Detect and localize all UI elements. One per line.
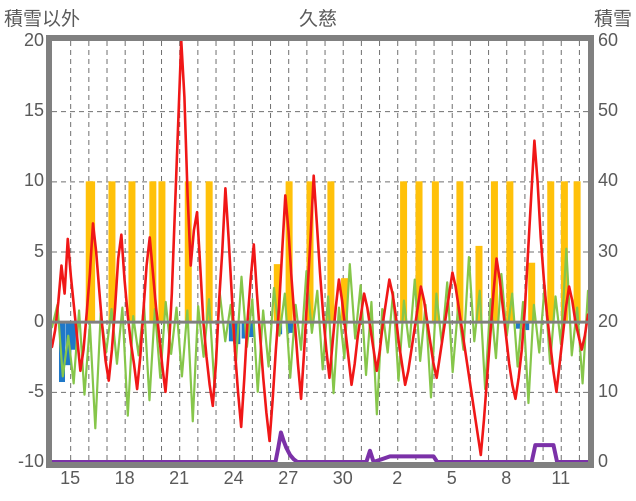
x-tick-2: 2 (392, 468, 403, 488)
x-tick-27: 27 (278, 468, 299, 488)
bar-blue-bars (248, 321, 255, 338)
y-tick-left-20: 20 (23, 30, 44, 50)
chart-title: 久慈 (298, 9, 337, 30)
y-tick-left-5: 5 (33, 240, 44, 261)
y-tick-right-10: 10 (598, 380, 619, 401)
bar-orange-bars (573, 181, 581, 322)
bar-orange-bars (158, 181, 166, 322)
bar-orange-bars (149, 181, 157, 322)
series-red-line (52, 41, 588, 457)
bar-orange-bars (490, 181, 498, 322)
bar-orange-bars (108, 181, 116, 322)
x-tick-15: 15 (60, 468, 81, 488)
x-tick-8: 8 (501, 468, 512, 488)
y-tick-right-0: 0 (598, 451, 609, 471)
x-tick-18: 18 (114, 468, 135, 488)
x-tick-24: 24 (223, 468, 244, 488)
y-tick-left-10: 10 (23, 170, 44, 191)
y-tick-left--5: -5 (27, 380, 44, 401)
bar-orange-bars (560, 181, 568, 322)
bar-orange-bars (184, 181, 192, 322)
bar-blue-bars (287, 321, 294, 333)
bar-orange-bars (400, 181, 408, 322)
y-tick-left--10: -10 (17, 451, 44, 471)
bar-orange-bars (341, 278, 349, 322)
plot-svg (52, 41, 588, 462)
y-tick-right-30: 30 (598, 240, 619, 261)
x-tick-5: 5 (446, 468, 457, 488)
y-tick-left-15: 15 (23, 100, 44, 121)
bar-orange-bars (528, 262, 536, 322)
bar-orange-bars (128, 181, 136, 322)
y-tick-right-60: 60 (598, 30, 619, 50)
bar-blue-bars (228, 321, 235, 342)
plot-border (46, 35, 594, 468)
bar-blue-bars (69, 321, 76, 350)
right-axis-title: 積雪 (593, 9, 632, 30)
bar-orange-bars (475, 245, 483, 322)
y-tick-left-0: 0 (33, 310, 44, 331)
bar-blue-bars (523, 321, 530, 331)
bar-orange-bars (327, 181, 335, 322)
bar-orange-bars (205, 181, 213, 322)
y-tick-right-20: 20 (598, 310, 619, 331)
bar-blue-bars (515, 321, 522, 329)
x-tick-30: 30 (332, 468, 353, 488)
bar-orange-bars (456, 181, 464, 322)
bar-orange-bars (431, 181, 439, 322)
x-tick-21: 21 (169, 468, 190, 488)
bar-orange-bars (506, 181, 514, 322)
bar-orange-bars (547, 181, 555, 322)
plot-area (52, 41, 588, 462)
bar-orange-bars (415, 181, 423, 322)
bar-orange-bars (273, 264, 281, 322)
x-tick-11: 11 (551, 468, 571, 488)
y-tick-right-50: 50 (598, 100, 619, 121)
y-tick-right-40: 40 (598, 170, 619, 191)
series-purple-line (52, 430, 588, 462)
left-axis-title: 積雪以外 (4, 9, 81, 30)
